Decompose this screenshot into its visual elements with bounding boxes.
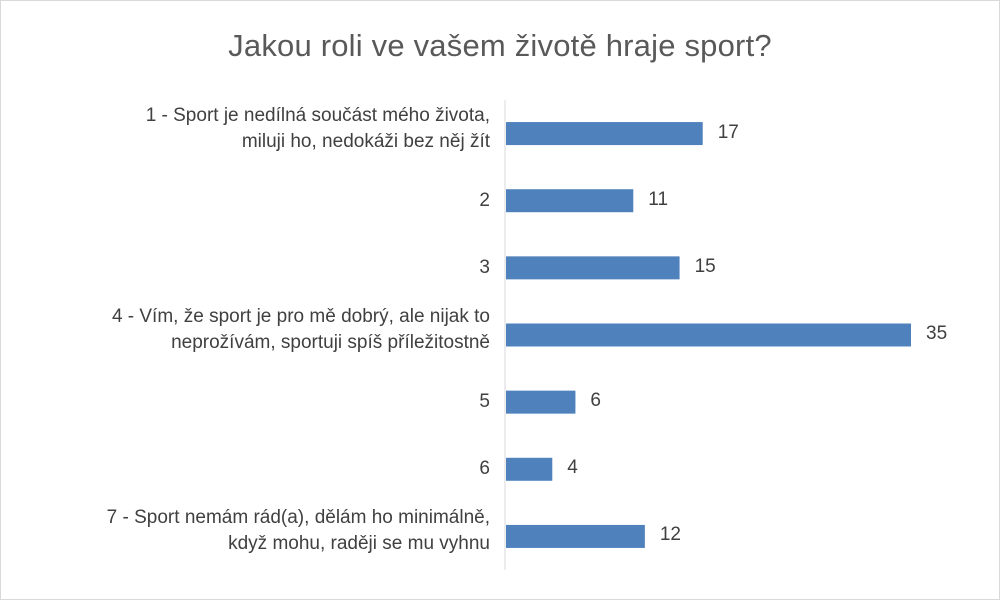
- category-label-line: 6: [479, 458, 490, 480]
- category-label-line: 4 - Vím, že sport je pro mě dobrý, ale n…: [111, 306, 490, 327]
- category-label-6: 6: [20, 456, 490, 482]
- data-label-7: 12: [659, 524, 681, 546]
- category-label-line: neprožívám, sportuji spíš příležitostně: [171, 332, 490, 353]
- data-label-3: 15: [694, 255, 716, 277]
- bar-2: [506, 189, 634, 213]
- category-label-1: 1 - Sport je nedílná součást mého života…: [20, 103, 490, 155]
- category-label-7: 7 - Sport nemám rád(a), dělám ho minimál…: [20, 505, 490, 557]
- bar-5: [506, 390, 576, 414]
- bar-4: [506, 323, 911, 347]
- chart-title: Jakou roli ve vašem životě hraje sport?: [228, 28, 772, 63]
- data-label-6: 4: [567, 457, 578, 479]
- category-label-3: 3: [20, 255, 490, 281]
- category-label-2: 2: [20, 188, 490, 214]
- data-label-2: 11: [648, 188, 669, 210]
- data-label-4: 35: [926, 323, 948, 344]
- category-label-line: 2: [479, 189, 490, 211]
- bar-1: [506, 122, 703, 146]
- category-label-line: miluji ho, nedokáži bez něj žít: [241, 130, 490, 152]
- category-label-line: 5: [479, 391, 490, 413]
- category-label-5: 5: [20, 389, 490, 415]
- bar-7: [506, 524, 645, 548]
- category-label-line: 1 - Sport je nedílná součást mého života…: [145, 104, 490, 126]
- category-label-line: 7 - Sport nemám rád(a), dělám ho minimál…: [106, 507, 490, 529]
- bar-6: [506, 457, 553, 481]
- category-label-4: 4 - Vím, že sport je pro mě dobrý, ale n…: [20, 304, 490, 356]
- category-label-line: 3: [479, 256, 490, 278]
- bar-3: [506, 256, 680, 280]
- data-label-1: 17: [717, 121, 739, 143]
- data-label-5: 6: [590, 390, 601, 412]
- category-label-line: když mohu, raději se mu vyhnu: [228, 533, 490, 555]
